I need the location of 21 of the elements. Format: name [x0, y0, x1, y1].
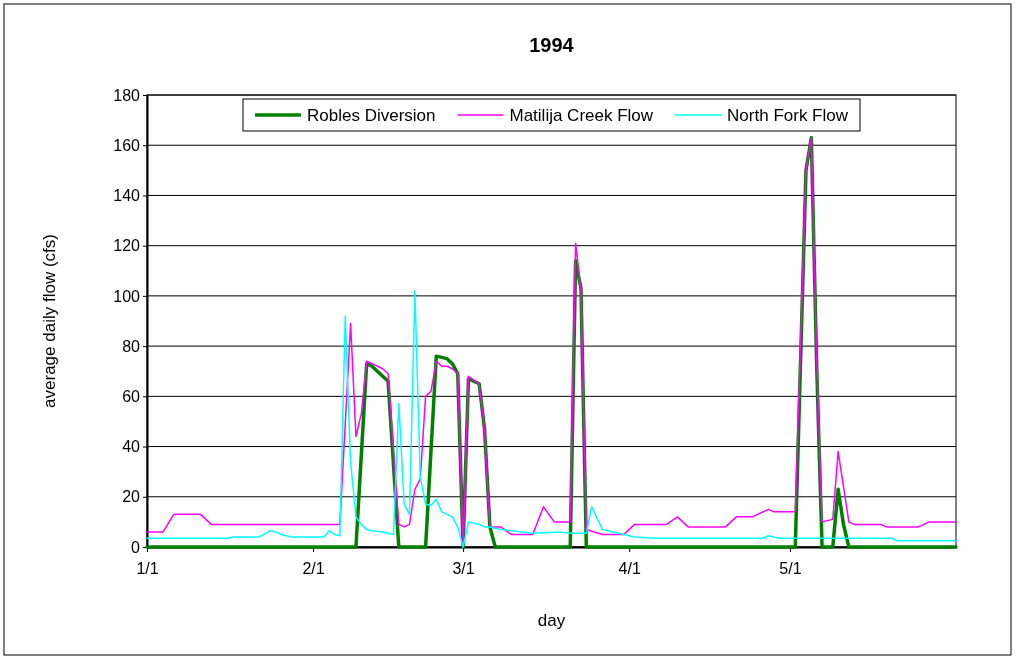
- chart-title: 1994: [529, 34, 575, 56]
- y-tick-label: 80: [122, 337, 141, 355]
- legend-label: Robles Diversion: [306, 106, 436, 125]
- y-tick-label: 0: [131, 538, 141, 556]
- y-tick-label: 160: [113, 136, 141, 154]
- legend-label: Matilija Creek Flow: [509, 106, 654, 125]
- legend-label: North Fork Flow: [727, 106, 849, 125]
- x-tick-label: 1/1: [136, 560, 159, 578]
- y-tick-label: 100: [113, 287, 141, 305]
- x-tick-label: 4/1: [618, 560, 641, 578]
- y-tick-label: 20: [122, 488, 141, 506]
- y-tick-label: 140: [113, 187, 141, 205]
- x-tick-label: 3/1: [452, 560, 475, 578]
- x-tick-label: 5/1: [779, 560, 802, 578]
- y-tick-label: 120: [113, 237, 141, 255]
- y-tick-label: 180: [113, 86, 141, 104]
- x-axis-title: day: [537, 611, 566, 630]
- y-tick-label: 60: [122, 387, 141, 405]
- x-tick-label: 2/1: [302, 560, 325, 578]
- y-tick-label: 40: [122, 438, 141, 456]
- y-axis-title: average daily flow (cfs): [40, 234, 59, 408]
